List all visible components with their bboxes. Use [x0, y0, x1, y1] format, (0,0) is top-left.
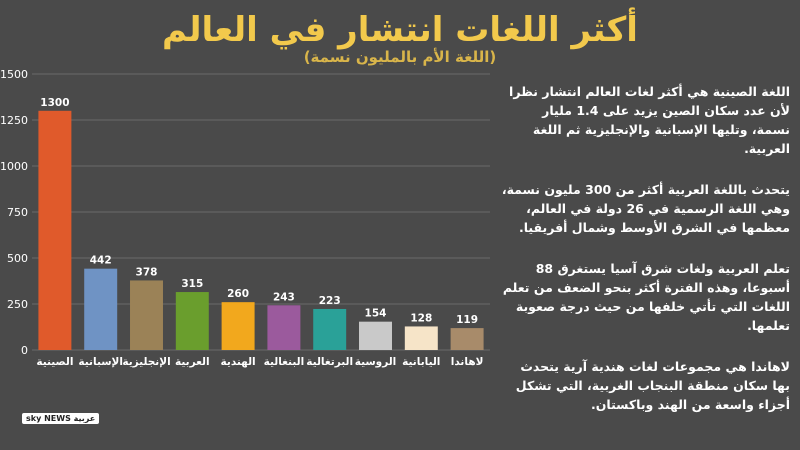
bar — [221, 302, 255, 350]
x-tick-label: البنغالية — [264, 356, 305, 368]
x-tick-label: الصينية — [36, 356, 73, 368]
bar — [130, 280, 163, 350]
x-tick-label: الروسية — [355, 356, 397, 368]
bar-value-label: 315 — [181, 278, 203, 290]
bar-value-label: 128 — [410, 312, 432, 324]
bar-value-label: 223 — [319, 295, 341, 307]
x-tick-label: الإنجليزية — [122, 356, 170, 368]
y-tick-label: 1000 — [0, 160, 28, 173]
bar — [175, 292, 209, 350]
note-arabic: يتحدث باللغة العربية أكثر من 300 مليون ن… — [501, 182, 790, 235]
bar-value-label: 154 — [365, 308, 387, 320]
x-tick-label: البرتغالية — [306, 356, 353, 368]
x-tick-label: اليابانية — [402, 356, 440, 368]
bar — [313, 308, 347, 350]
chart-subtitle: (اللغة الأم بالمليون نسمة) — [303, 48, 497, 66]
bar-value-label: 1300 — [40, 97, 69, 109]
y-tick-label: 0 — [21, 344, 28, 357]
x-tick-label: العربية — [175, 356, 210, 368]
x-tick-label: لاهاندا — [451, 356, 484, 368]
note-chinese: اللغة الصينية هي أكثر لغات العالم انتشار… — [509, 84, 790, 156]
note-learning: تعلم العربية ولغات شرق آسيا يستغرق 88 أس… — [502, 261, 790, 333]
y-tick-label: 500 — [7, 252, 28, 265]
bar — [359, 321, 392, 350]
bar — [267, 305, 301, 350]
bar-value-label: 260 — [227, 288, 249, 300]
bar — [404, 326, 438, 350]
y-tick-label: 250 — [7, 298, 28, 311]
bar-value-label: 378 — [136, 266, 158, 278]
bar-value-label: 243 — [273, 291, 295, 303]
chart-title: أكثر اللغات انتشار في العالم — [162, 10, 638, 50]
note-lahnda: لاهاندا هي مجموعات لغات هندية آرية يتحدث… — [515, 359, 790, 412]
x-tick-label: الهندية — [221, 356, 256, 368]
bar — [450, 328, 484, 350]
y-tick-label: 1500 — [0, 68, 28, 81]
y-tick-label: 750 — [7, 206, 28, 219]
sky-news-logo: sky NEWS عربية — [22, 413, 100, 424]
bar — [38, 110, 72, 350]
bar — [84, 268, 118, 350]
bar-value-label: 119 — [456, 314, 478, 326]
x-tick-label: الإسبانية — [78, 356, 123, 368]
bar-value-label: 442 — [90, 255, 112, 267]
notes-panel: اللغة الصينية هي أكثر لغات العالم انتشار… — [500, 82, 790, 436]
y-tick-label: 1250 — [0, 114, 28, 127]
